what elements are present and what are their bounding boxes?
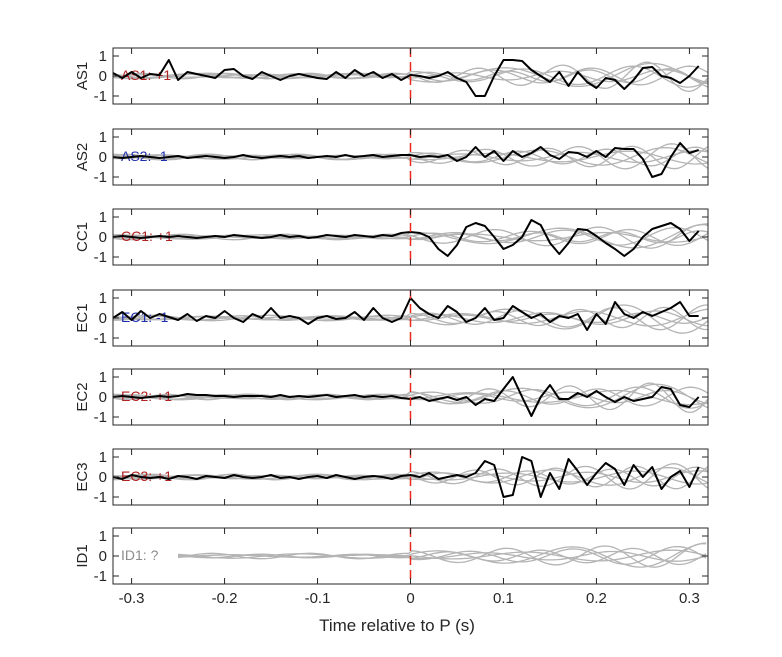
highlight-trace — [113, 297, 699, 331]
panel-annotation: EC3: +1 — [121, 468, 172, 484]
highlight-trace — [113, 219, 700, 257]
x-tick-label: 0 — [406, 590, 414, 607]
y-tick-label: -1 — [94, 568, 107, 585]
highlight-trace — [113, 456, 700, 498]
highlight-trace — [113, 376, 700, 417]
x-tick-label: -0.3 — [119, 590, 145, 607]
y-axis-label: EC3 — [74, 462, 91, 491]
background-trace — [113, 65, 708, 88]
panel-annotation: ID1: ? — [121, 547, 159, 563]
y-tick-label: 1 — [99, 129, 107, 146]
y-tick-label: -1 — [94, 249, 107, 266]
background-trace — [177, 542, 707, 568]
y-tick-label: -1 — [94, 169, 107, 186]
y-tick-label: 0 — [99, 149, 107, 166]
y-tick-label: 0 — [99, 68, 107, 85]
panel-annotation: EC1: -1 — [121, 309, 169, 325]
x-axis-label: Time relative to P (s) — [319, 616, 475, 635]
x-tick-label: 0.3 — [679, 590, 700, 607]
y-tick-label: 0 — [99, 229, 107, 246]
y-tick-label: 1 — [99, 48, 107, 65]
y-axis-label: CC1 — [74, 222, 91, 252]
background-trace — [178, 545, 707, 565]
background-trace — [113, 304, 708, 331]
x-tick-label: -0.1 — [305, 590, 331, 607]
background-trace — [178, 549, 707, 562]
y-tick-label: -1 — [94, 409, 107, 426]
y-tick-label: 1 — [99, 369, 107, 386]
x-tick-label: -0.2 — [212, 590, 238, 607]
y-tick-label: 1 — [99, 209, 107, 226]
highlight-trace — [113, 142, 700, 178]
y-tick-label: 1 — [99, 449, 107, 466]
y-tick-label: 0 — [99, 548, 107, 565]
x-tick-label: 0.1 — [493, 590, 514, 607]
y-axis-label: EC2 — [74, 382, 91, 411]
highlight-trace — [113, 59, 700, 97]
y-tick-label: -1 — [94, 489, 107, 506]
y-axis-label: AS2 — [74, 143, 91, 171]
panel-annotation: EC2: +1 — [121, 388, 172, 404]
y-axis-label: EC1 — [74, 303, 91, 332]
y-tick-label: 0 — [99, 389, 107, 406]
y-tick-label: -1 — [94, 330, 107, 347]
background-trace — [113, 147, 708, 166]
y-tick-label: 0 — [99, 310, 107, 327]
x-tick-label: 0.2 — [586, 590, 607, 607]
y-axis-label: ID1 — [74, 544, 91, 567]
y-tick-label: -1 — [94, 88, 107, 105]
background-trace — [113, 224, 708, 249]
y-tick-label: 1 — [99, 528, 107, 545]
y-tick-label: 1 — [99, 290, 107, 307]
y-tick-label: 0 — [99, 469, 107, 486]
y-axis-label: AS1 — [74, 62, 91, 90]
panel-annotation: CC1: +1 — [121, 228, 173, 244]
